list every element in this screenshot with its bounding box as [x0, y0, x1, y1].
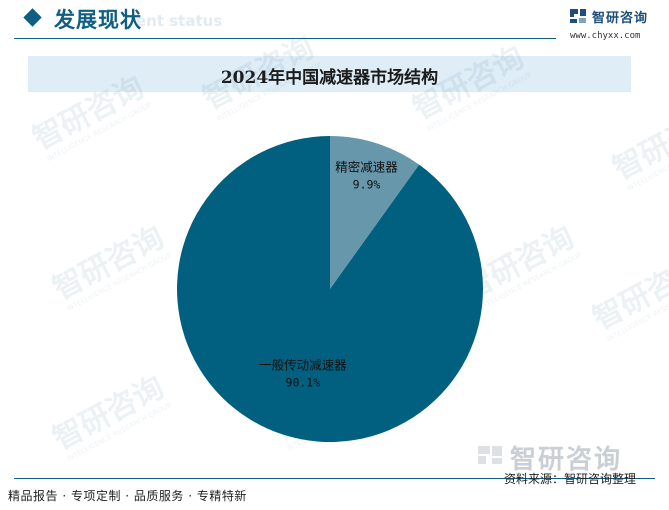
footer-divider: [14, 478, 655, 479]
pie-slice: [330, 136, 420, 289]
section-header: ent status 发展现状 智研咨询 www.chyxx.com: [0, 0, 669, 42]
section-title: 发展现状: [54, 8, 142, 32]
footer-tagline: 精品报告 · 专项定制 · 品质服务 · 专精特新: [8, 489, 247, 503]
watermark-corner: 智研咨询: [478, 444, 622, 475]
data-source: 资料来源：智研咨询整理: [504, 472, 637, 486]
chyxx-logo-icon: [570, 9, 586, 23]
slice-category-label: 精密减速器: [335, 159, 398, 174]
watermark-logo-icon: [478, 446, 502, 464]
logo-name: 智研咨询: [592, 11, 649, 26]
slice-value-label: 90.1%: [286, 375, 321, 389]
pie-slices: [176, 135, 483, 442]
slice-value-label: 9.9%: [353, 177, 381, 191]
section-subtitle: ent status: [136, 12, 223, 30]
watermark-logo-text: 智研咨询: [510, 444, 622, 475]
logo-url: www.chyxx.com: [570, 31, 641, 41]
chart-title-band: 2024年中国减速器市场结构: [28, 56, 631, 92]
brand-logo: 智研咨询 www.chyxx.com: [568, 7, 647, 41]
chart-title: 2024年中国减速器市场结构: [220, 68, 439, 88]
pie-slice: [176, 135, 483, 442]
header-divider: [14, 38, 556, 39]
slice-category-label: 一般传动减速器: [259, 357, 347, 372]
pie-labels: 精密减速器 9.9% 一般传动减速器 90.1%: [259, 159, 398, 389]
